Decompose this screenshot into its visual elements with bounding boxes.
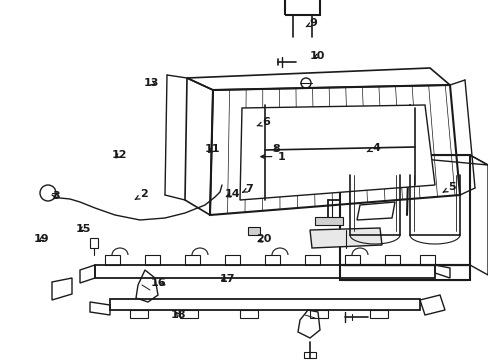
Text: 1: 1 xyxy=(261,152,285,162)
Text: 16: 16 xyxy=(151,278,166,288)
Text: 5: 5 xyxy=(442,182,455,192)
Bar xyxy=(105,255,120,265)
Text: 14: 14 xyxy=(224,189,240,199)
Bar xyxy=(180,310,198,318)
Bar xyxy=(309,310,327,318)
Text: 15: 15 xyxy=(75,224,91,234)
Text: 3: 3 xyxy=(52,191,60,201)
Text: 19: 19 xyxy=(34,234,49,244)
Polygon shape xyxy=(240,105,434,200)
Bar xyxy=(339,265,469,280)
Text: 11: 11 xyxy=(204,144,220,154)
Bar xyxy=(90,238,98,248)
Polygon shape xyxy=(356,202,394,220)
Bar xyxy=(224,255,240,265)
Text: 12: 12 xyxy=(112,150,127,160)
Text: 10: 10 xyxy=(309,51,325,61)
Text: 7: 7 xyxy=(242,184,253,194)
Bar xyxy=(95,265,434,278)
Text: 18: 18 xyxy=(170,310,186,320)
Text: 8: 8 xyxy=(272,144,280,154)
Bar xyxy=(305,255,319,265)
Text: 2: 2 xyxy=(135,189,148,199)
Text: 9: 9 xyxy=(305,18,316,28)
Bar xyxy=(339,155,469,265)
Bar xyxy=(384,255,399,265)
Bar xyxy=(247,227,260,235)
Text: 20: 20 xyxy=(256,234,271,244)
Bar xyxy=(369,310,387,318)
Text: 6: 6 xyxy=(257,117,270,127)
Bar xyxy=(304,352,315,358)
Bar xyxy=(240,310,258,318)
Text: 13: 13 xyxy=(143,78,159,88)
Text: 4: 4 xyxy=(366,143,380,153)
Bar xyxy=(110,299,419,310)
Bar xyxy=(419,255,434,265)
Bar xyxy=(184,255,200,265)
Bar xyxy=(345,255,359,265)
Polygon shape xyxy=(309,228,381,248)
Bar xyxy=(145,255,160,265)
Bar xyxy=(314,217,342,225)
Bar xyxy=(130,310,148,318)
Bar xyxy=(264,255,280,265)
Bar xyxy=(285,0,319,15)
Text: 17: 17 xyxy=(219,274,235,284)
